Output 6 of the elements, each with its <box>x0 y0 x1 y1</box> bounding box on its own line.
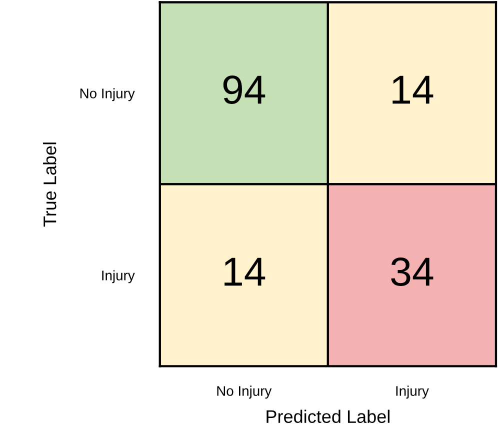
data-label: 14 <box>392 76 434 104</box>
data-label: 34 <box>391 258 434 286</box>
data-label: 14 <box>224 258 266 286</box>
y-axis-title: True Label <box>43 142 56 227</box>
x-axis-title: Predicted Label <box>266 410 390 424</box>
data-label: 94 <box>223 75 266 104</box>
